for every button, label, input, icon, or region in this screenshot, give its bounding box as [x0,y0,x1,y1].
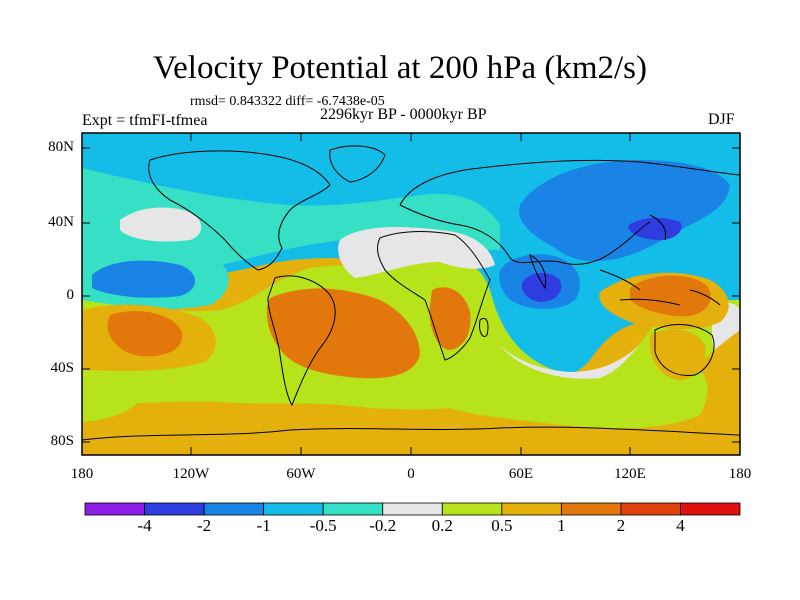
coastline-madagascar [479,317,489,337]
orange-africa [429,287,471,350]
orange-pacific [107,311,183,357]
coastline-australia [654,324,715,377]
experiment-label: Expt = tfmFI-tfmea [82,112,208,129]
season-label: DJF [708,111,735,128]
blue-pacific [92,260,195,298]
lime-southwest-patch [82,391,140,422]
colorbar-swatch [144,502,205,516]
darkblue-japan [628,217,682,240]
lat-label-0: 0 [66,287,75,303]
colorbar [84,502,741,516]
contour-fill [82,133,740,455]
colorbar-swatch [441,502,503,516]
blue-asia [519,160,730,262]
coastline-greenland [329,145,386,183]
colorbar-label: 1 [557,516,566,535]
neutral-region-pacific [120,207,202,242]
lime-south-patch [430,365,708,429]
colorbar-label: -4 [137,516,152,535]
colorbar-label: -0.2 [369,516,397,535]
neutral-region-africa [338,227,495,278]
lon-label-60w: 60W [286,466,316,482]
stats-text: rmsd= 0.843322 diff= -6.7438e-05 [190,94,385,109]
colorbar-swatch [203,502,265,516]
lon-label-120w: 120W [172,466,210,482]
colorbar-swatch [560,502,622,516]
colorbar-swatch [620,502,681,516]
colorbar-label: 4 [676,516,685,535]
lon-label-120e: 120E [614,466,646,482]
coastline-japan [649,214,667,241]
colorbar-swatch [680,502,741,516]
colorbar-label: -2 [196,516,212,535]
gold-australia [649,329,706,380]
coastline-maritime [599,269,721,306]
coastlines [82,145,740,441]
neutral-region-south [500,345,640,379]
axis-ticks [82,133,740,455]
lat-label-80s: 80S [50,433,74,449]
coastline-south-america [267,275,336,407]
colorbar-swatch [84,502,145,516]
darkblue-indian [521,272,562,302]
lat-label-80n: 80N [48,139,74,155]
coastline-north-america [148,150,331,271]
colorbar-label: -0.5 [309,516,337,535]
orange-maritime [630,275,711,317]
coastline-india [529,254,547,290]
colorbar-label: 0.2 [431,516,453,535]
lon-label-0: 0 [407,466,415,482]
colorbar-label: 0.5 [491,516,513,535]
chart-title: Velocity Potential at 200 hPa (km2/s) [152,50,648,86]
colorbar-swatch [322,502,384,516]
lon-label-180e: 180 [728,466,752,482]
lon-label-180w: 180 [70,466,94,482]
orange-south-america [266,288,420,379]
lon-label-60e: 60E [508,466,534,482]
coastline-eurasia [399,159,740,265]
colorbar-swatch [501,502,562,516]
colorbar-label: -1 [256,516,271,535]
lat-label-40s: 40S [50,360,74,376]
colorbar-swatch [382,502,443,516]
coastline-africa [377,231,491,361]
colorbar-swatch [263,502,324,516]
lat-label-40n: 40N [48,214,74,230]
colorbar-label: 2 [616,516,626,535]
coastline-antarctica [82,426,740,441]
period-label: 2296kyr BP - 0000kyr BP [320,106,487,123]
